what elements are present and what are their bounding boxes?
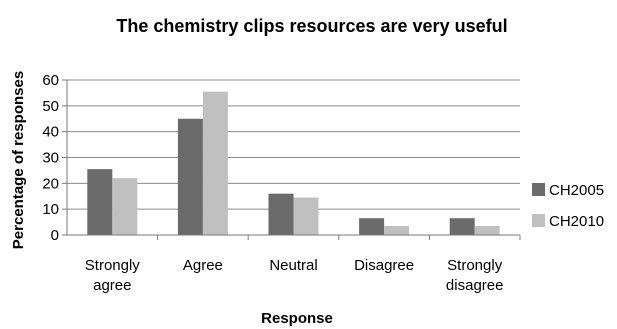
chart-title: The chemistry clips resources are very u… — [116, 16, 507, 36]
bar-ch2010-4 — [474, 225, 500, 235]
y-tick-label: 50 — [42, 98, 59, 115]
x-category-label: Disagree — [354, 257, 414, 274]
legend-label-ch2010: CH2010 — [549, 213, 604, 230]
bar-ch2005-1 — [177, 118, 203, 235]
bar-ch2005-4 — [449, 218, 475, 235]
x-axis-title: Response — [261, 310, 333, 327]
bar-ch2010-3 — [384, 225, 410, 235]
axes: 0 10 20 30 40 50 60 Strongly agree Agree Neutral Di… — [42, 72, 521, 294]
legend: CH2005 CH2010 — [532, 182, 604, 230]
y-tick-label: 0 — [51, 227, 59, 244]
legend-swatch-ch2005 — [532, 183, 545, 196]
x-category-label: Agree — [183, 257, 223, 274]
bar-ch2005-2 — [268, 193, 294, 235]
bar-ch2010-2 — [293, 197, 319, 235]
y-tick-label: 10 — [42, 201, 59, 218]
legend-swatch-ch2010 — [532, 214, 545, 227]
x-category-label: Neutral — [269, 257, 317, 274]
y-tick-label: 30 — [42, 150, 59, 167]
bar-ch2005-3 — [359, 218, 385, 235]
y-tick-label: 60 — [42, 72, 59, 89]
gridlines — [67, 79, 520, 210]
bar-ch2005-0 — [87, 169, 113, 235]
x-category-label: disagree — [446, 277, 504, 294]
y-tick-label: 20 — [42, 175, 59, 192]
y-axis-title: Percentage of responses — [10, 71, 27, 249]
x-category-label: Strongly — [447, 257, 503, 274]
bar-ch2010-1 — [202, 91, 228, 235]
x-category-label: agree — [93, 277, 131, 294]
legend-label-ch2005: CH2005 — [549, 182, 604, 199]
bar-ch2010-0 — [112, 178, 138, 235]
y-tick-label: 40 — [42, 124, 59, 141]
x-category-label: Strongly — [85, 257, 141, 274]
bars — [87, 91, 500, 235]
